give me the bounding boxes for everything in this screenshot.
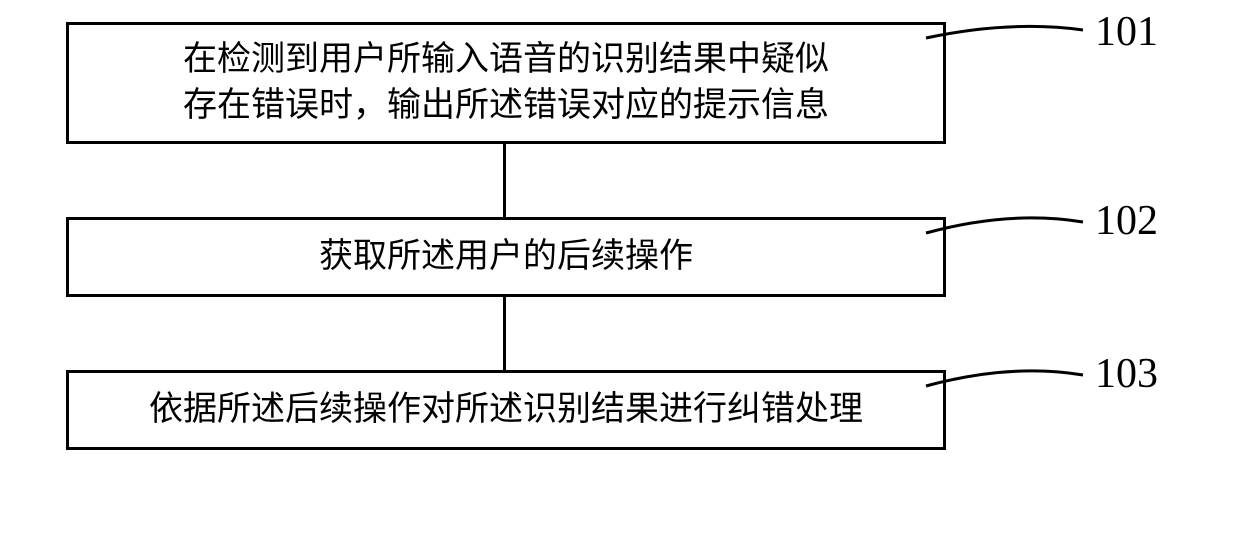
flow-step-103: 依据所述后续操作对所述识别结果进行纠错处理 bbox=[66, 370, 946, 450]
step-number-101: 101 bbox=[1095, 8, 1158, 56]
connector-101-102 bbox=[503, 144, 506, 217]
flow-step-101: 在检测到用户所输入语音的识别结果中疑似存在错误时，输出所述错误对应的提示信息 bbox=[66, 22, 946, 144]
flow-step-101-text: 在检测到用户所输入语音的识别结果中疑似存在错误时，输出所述错误对应的提示信息 bbox=[183, 37, 829, 129]
step-number-102: 102 bbox=[1095, 197, 1158, 245]
flow-step-102: 获取所述用户的后续操作 bbox=[66, 217, 946, 297]
flow-step-103-text: 依据所述后续操作对所述识别结果进行纠错处理 bbox=[149, 387, 863, 433]
connector-102-103 bbox=[503, 297, 506, 370]
flow-step-102-text: 获取所述用户的后续操作 bbox=[319, 234, 693, 280]
step-number-103: 103 bbox=[1095, 350, 1158, 398]
flowchart-canvas: { "diagram": { "type": "flowchart", "bac… bbox=[0, 0, 1239, 535]
